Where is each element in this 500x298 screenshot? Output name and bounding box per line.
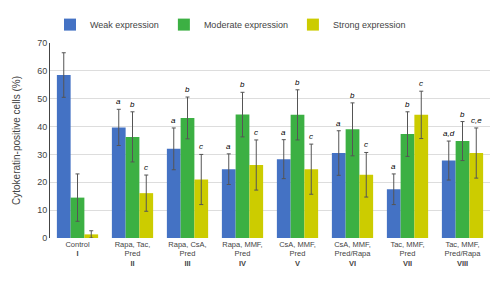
svg-text:ControlI: ControlI [65,240,90,259]
svg-text:Rapa, Tac,PredII: Rapa, Tac,PredII [115,240,151,269]
svg-text:CsA, MMF,PredV: CsA, MMF,PredV [279,240,316,269]
svg-text:a: a [281,128,286,137]
svg-text:10: 10 [37,205,47,215]
svg-text:Rapa, CsA,PredIII: Rapa, CsA,PredIII [168,240,206,269]
svg-text:b: b [460,110,465,119]
svg-text:c: c [364,140,368,149]
svg-text:b: b [405,100,410,109]
svg-text:c,e: c,e [471,116,482,125]
svg-text:b: b [185,85,190,94]
svg-text:c: c [254,128,258,137]
svg-text:30: 30 [37,150,47,160]
svg-text:c: c [309,132,313,141]
svg-text:Moderate expression: Moderate expression [204,20,288,30]
svg-text:b: b [295,78,300,87]
svg-text:60: 60 [37,66,47,76]
svg-text:a,d: a,d [443,129,455,138]
svg-text:a: a [336,119,341,128]
svg-text:c: c [199,142,203,151]
svg-text:b: b [130,100,135,109]
svg-text:CsA, MMF,Pred/RapaVI: CsA, MMF,Pred/RapaVI [334,240,371,269]
svg-text:a: a [116,97,121,106]
svg-text:Strong expression: Strong expression [333,20,406,30]
svg-text:Rapa, MMF,PredIV: Rapa, MMF,PredIV [222,240,262,269]
svg-text:0: 0 [42,233,47,243]
svg-text:b: b [350,91,355,100]
svg-text:Weak expression: Weak expression [90,20,159,30]
svg-text:a: a [171,116,176,125]
svg-text:b: b [240,80,245,89]
svg-text:Tac, MMF,PredVII: Tac, MMF,PredVII [390,240,424,269]
svg-text:70: 70 [37,38,47,48]
svg-text:20: 20 [37,177,47,187]
svg-text:c: c [144,163,148,172]
svg-text:a: a [391,162,396,171]
svg-text:40: 40 [37,122,47,132]
svg-text:50: 50 [37,94,47,104]
svg-text:Tac, MMF,Pred/RapaVIII: Tac, MMF,Pred/RapaVIII [445,240,482,269]
svg-text:c: c [419,79,423,88]
svg-text:Cytokeratin-positive cells (%): Cytokeratin-positive cells (%) [11,76,22,205]
svg-text:a: a [226,142,231,151]
